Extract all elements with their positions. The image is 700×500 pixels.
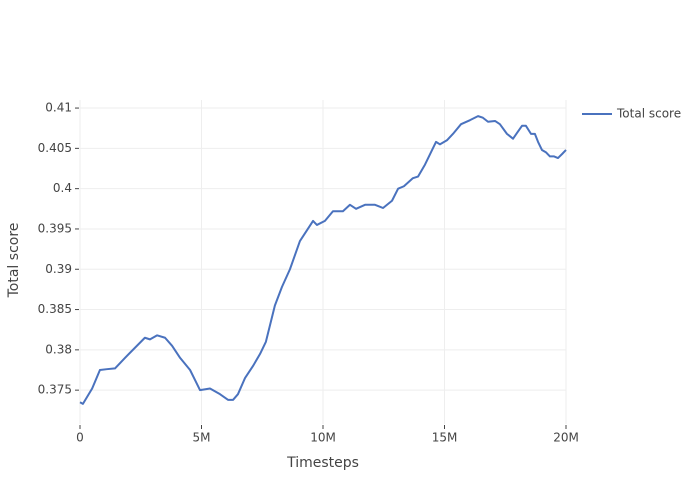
legend-label: Total score <box>616 107 681 121</box>
y-tick-label: 0.39 <box>45 262 72 276</box>
y-tick-label: 0.405 <box>38 141 72 155</box>
x-tick-label: 20M <box>553 431 579 445</box>
y-tick-label: 0.4 <box>53 181 72 195</box>
x-tick-label: 10M <box>310 431 336 445</box>
y-tick-label: 0.395 <box>38 221 72 235</box>
y-tick-label: 0.375 <box>38 383 72 397</box>
x-tick-label: 0 <box>76 431 84 445</box>
x-tick-label: 5M <box>193 431 211 445</box>
y-axis-title: Total score <box>6 223 22 299</box>
line-series <box>79 115 567 405</box>
y-tick-label: 0.38 <box>45 342 72 356</box>
y-tick-label: 0.41 <box>45 101 72 115</box>
y-tick-label: 0.385 <box>38 302 72 316</box>
x-tick-label: 15M <box>432 431 458 445</box>
x-axis-title: Timesteps <box>286 455 359 471</box>
